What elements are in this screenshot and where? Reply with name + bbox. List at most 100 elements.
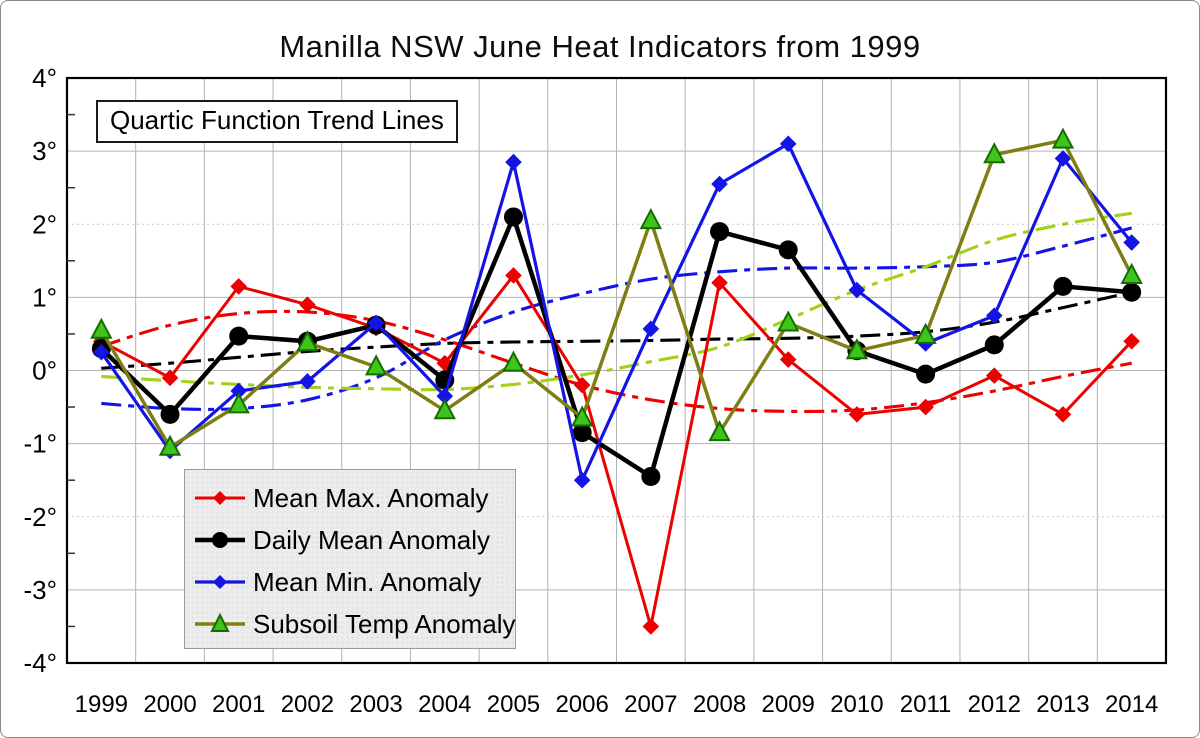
x-tick-label: 2014	[1105, 691, 1158, 718]
x-tick-label: 2004	[418, 691, 471, 718]
data-point-diamond	[573, 376, 591, 394]
data-point-diamond	[642, 618, 660, 635]
data-point-circle	[916, 364, 936, 384]
data-point-diamond	[93, 343, 110, 361]
x-axis-labels: 1999 2000 2001 2002 2003 2004 2005 2006 2007 2008…	[75, 691, 1159, 718]
data-point-circle	[778, 240, 798, 260]
legend-item-mean-min-anomaly: Mean Min. Anomaly	[194, 561, 515, 603]
data-point-circle	[984, 335, 1004, 355]
plot-border	[65, 76, 1168, 665]
data-point-circle	[710, 222, 730, 242]
data-point-circle	[1122, 282, 1142, 302]
y-tick-label: 1°	[32, 282, 57, 312]
data-point-circle	[641, 467, 661, 487]
legend-item-mean-max-anomaly: Mean Max. Anomaly	[194, 477, 515, 519]
legend-label: Daily Mean Anomaly	[253, 524, 490, 555]
x-tick-label: 2000	[143, 691, 196, 718]
data-point-diamond	[711, 175, 728, 193]
x-tick-label: 2006	[555, 691, 608, 718]
y-tick-label: -1°	[23, 429, 57, 459]
data-point-diamond	[1054, 150, 1072, 167]
y-tick-label: -3°	[23, 575, 57, 605]
data-point-triangle	[845, 338, 869, 360]
data-point-triangle	[296, 330, 319, 352]
data-point-triangle	[433, 398, 456, 420]
series-line-daily-mean-anomaly	[99, 210, 1132, 481]
data-point-diamond	[367, 314, 385, 332]
data-point-triangle	[914, 322, 937, 344]
series-line-subsoil-temp-anomaly	[99, 138, 1134, 450]
data-point-triangle	[502, 350, 525, 372]
series-line-mean-max-anomaly	[100, 272, 1133, 627]
data-point-triangle	[708, 420, 731, 442]
y-tick-label: 0°	[32, 356, 57, 386]
legend-swatch-diamond-icon	[195, 575, 245, 589]
series-line-mean-min-anomaly	[99, 141, 1133, 486]
data-point-diamond	[230, 278, 248, 295]
y-axis-labels: 4° 3° 2° 1° 0° -1° -2° -3° -4°	[23, 63, 57, 678]
data-point-diamond	[779, 135, 797, 153]
x-tick-label: 2008	[693, 691, 746, 718]
trend-line-mean-max-anomaly	[100, 309, 1132, 414]
data-point-triangle	[227, 392, 250, 414]
legend: Mean Max. Anomaly Daily Mean Anomaly Mean …	[184, 469, 516, 649]
series-subsoil-temp-anomaly	[90, 127, 1143, 456]
legend-item-subsoil-temp-anomaly: Subsoil Temp Anomaly	[194, 603, 516, 645]
data-point-diamond	[161, 369, 179, 387]
data-point-diamond	[848, 406, 866, 423]
data-point-triangle	[983, 142, 1006, 164]
data-point-circle	[1053, 276, 1073, 296]
x-tick-label: 2002	[281, 691, 334, 718]
legend-label: Subsoil Temp Anomaly	[253, 608, 516, 639]
data-point-diamond	[230, 382, 248, 400]
data-point-triangle	[570, 405, 594, 427]
data-point-diamond	[711, 274, 728, 292]
data-point-triangle	[364, 354, 388, 376]
plot-frame	[65, 76, 1168, 665]
data-point-diamond	[505, 267, 522, 284]
data-point-triangle	[639, 207, 663, 230]
legend-swatch-diamond-icon	[195, 491, 245, 505]
data-point-diamond	[642, 320, 660, 338]
data-point-circle	[160, 404, 180, 424]
x-tick-label: 2013	[1036, 691, 1089, 718]
x-tick-label: 2001	[212, 691, 265, 718]
data-point-triangle	[158, 434, 182, 456]
data-point-diamond	[917, 398, 934, 416]
data-point-diamond	[299, 373, 316, 390]
x-tick-label: 1999	[75, 691, 128, 718]
data-point-diamond	[848, 281, 866, 299]
y-tick-label: 3°	[32, 136, 57, 166]
data-point-circle	[572, 423, 592, 443]
x-tick-label: 2009	[762, 691, 815, 718]
trend-line-daily-mean-anomaly	[101, 290, 1133, 370]
legend-swatch-triangle-icon	[195, 612, 245, 632]
legend-label: Mean Max. Anomaly	[253, 482, 489, 513]
trend-note-box: Quartic Function Trend Lines	[96, 100, 458, 143]
data-point-diamond	[299, 296, 316, 313]
data-point-diamond	[1123, 332, 1140, 350]
data-point-triangle	[777, 310, 800, 332]
x-tick-label: 2005	[487, 691, 540, 718]
legend-item-daily-mean-anomaly: Daily Mean Anomaly	[194, 519, 515, 561]
data-point-diamond	[436, 387, 454, 405]
data-point-diamond	[985, 307, 1003, 324]
legend-label: Mean Min. Anomaly	[253, 566, 482, 597]
x-tick-label: 2011	[900, 691, 952, 718]
legend-swatch-circle-icon	[195, 532, 245, 548]
y-tick-label: -4°	[23, 648, 57, 678]
y-tick-label: 4°	[32, 63, 57, 93]
data-point-triangle	[1120, 262, 1143, 284]
data-point-diamond	[573, 471, 591, 489]
y-tick-label: 2°	[32, 209, 57, 239]
y-tick-label: -2°	[23, 502, 57, 532]
data-point-diamond	[505, 153, 522, 171]
chart-title: Manilla NSW June Heat Indicators from 19…	[279, 29, 921, 64]
data-point-diamond	[779, 351, 797, 368]
x-tick-label: 2010	[830, 691, 883, 718]
data-point-diamond	[985, 367, 1003, 384]
x-tick-label: 2007	[624, 691, 677, 718]
data-point-triangle	[1051, 127, 1075, 149]
